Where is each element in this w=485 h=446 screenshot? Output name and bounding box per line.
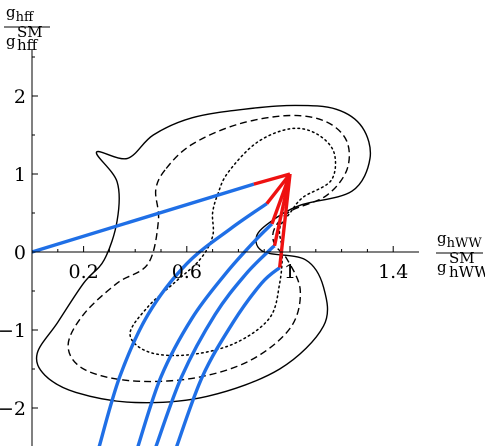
x-tick-label: 1 — [284, 261, 296, 283]
contour-dashed — [67, 114, 351, 383]
svg-text:g: g — [437, 258, 447, 276]
x-tick-label: 0.6 — [172, 261, 202, 283]
y-tick-label: −1 — [0, 320, 26, 342]
x-label-num-base: g — [437, 229, 447, 247]
y-tick-label: 2 — [14, 86, 26, 108]
y-label-num-sub: hff — [16, 10, 35, 25]
blue-curve — [31, 182, 255, 254]
red-segment — [265, 172, 292, 205]
x-axis-label: ghWW g SM hWW — [436, 229, 485, 281]
svg-text:g: g — [6, 32, 16, 50]
y-axis-label: ghff g SM hff — [4, 3, 50, 54]
x-label-den-sub: hWW — [449, 263, 485, 281]
y-label-num-base: g — [6, 3, 16, 21]
x-tick-label: 1.4 — [378, 261, 408, 283]
contour-solid — [35, 104, 372, 404]
blue-curve — [175, 266, 281, 446]
x-ticks: 0.2 0.6 1 1.4 — [57, 246, 408, 283]
contour-dotted — [129, 127, 337, 357]
x-label-den-base: g — [437, 258, 447, 276]
y-label-den-sup: SM — [17, 23, 43, 41]
red-segment — [253, 172, 291, 186]
series-layer — [31, 104, 372, 446]
svg-text:ghWW: ghWW — [437, 229, 482, 251]
axes-layer: 0.2 0.6 1 1.4 −2 −1 0 1 2 — [0, 49, 419, 446]
y-label-den-base: g — [6, 32, 16, 50]
y-ticks: −2 −1 0 1 2 — [0, 56, 38, 420]
x-label-den-sup: SM — [449, 249, 475, 267]
svg-text:ghff: ghff — [6, 3, 35, 25]
blue-curve — [154, 244, 276, 446]
y-label-den-sub: hff — [17, 36, 39, 54]
y-tick-label: 0 — [14, 242, 26, 264]
y-tick-label: −2 — [0, 398, 26, 420]
x-tick-label: 0.2 — [68, 261, 98, 283]
x-label-num-sub: hWW — [447, 236, 483, 251]
blue-curve — [136, 222, 274, 446]
y-tick-label: 1 — [14, 164, 26, 186]
blue-curve — [97, 202, 268, 446]
